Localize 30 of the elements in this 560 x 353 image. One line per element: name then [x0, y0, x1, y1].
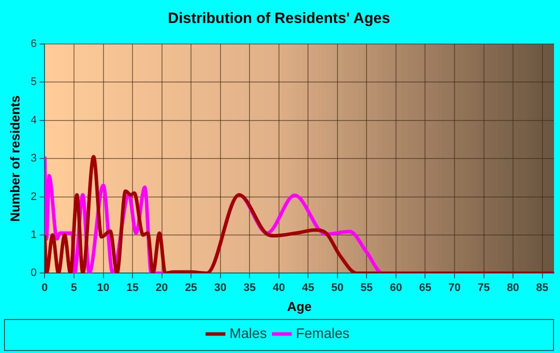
x-tick-label: 25 [184, 282, 198, 294]
x-tick-label: 15 [126, 282, 139, 294]
x-tick-label: 65 [419, 282, 432, 294]
x-tick-label: 80 [506, 282, 520, 294]
x-tick-label: 35 [243, 282, 256, 294]
x-tick-label: 40 [272, 282, 285, 294]
x-axis-title: Age [287, 298, 312, 314]
x-tick-label: 30 [214, 282, 226, 294]
y-tick-label: 5 [30, 76, 37, 88]
y-tick-label: 3 [30, 152, 37, 165]
legend-label: Males [229, 324, 267, 341]
y-tick-label: 0 [30, 267, 37, 280]
y-axis-title: Number of residents [7, 95, 22, 222]
x-tick-label: 85 [536, 282, 548, 294]
x-tick-label: 55 [360, 282, 373, 294]
y-tick-label: 1 [30, 229, 37, 242]
x-tick-label: 0 [42, 282, 48, 294]
x-tick-label: 10 [97, 282, 110, 294]
y-tick-label: 4 [30, 114, 37, 126]
x-tick-label: 20 [156, 282, 168, 294]
y-tick-label: 6 [30, 38, 37, 50]
chart-title: Distribution of Residents' Ages [168, 10, 390, 28]
x-tick-label: 75 [478, 282, 490, 294]
y-tick-label: 2 [30, 190, 37, 203]
x-tick-label: 70 [448, 282, 461, 294]
legend-label: Females [296, 324, 350, 341]
x-tick-label: 5 [70, 282, 78, 294]
x-tick-label: 45 [302, 282, 314, 294]
x-tick-label: 60 [390, 282, 402, 294]
x-tick-label: 50 [331, 282, 344, 294]
